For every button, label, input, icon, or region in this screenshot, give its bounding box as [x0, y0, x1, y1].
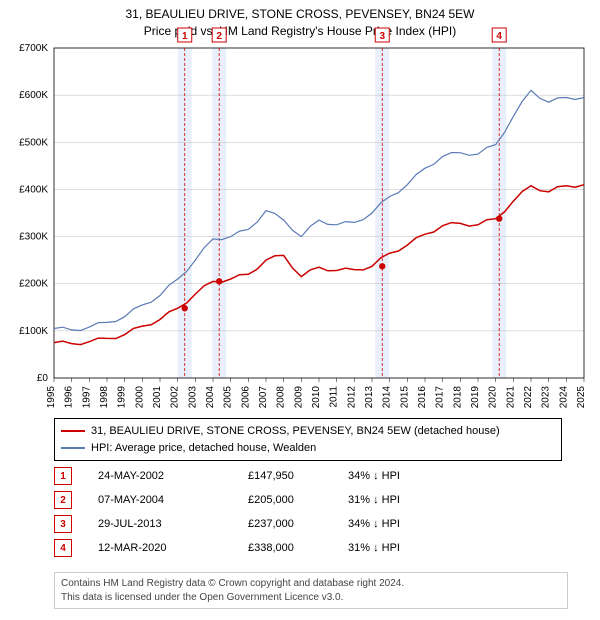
chart-page: 31, BEAULIEU DRIVE, STONE CROSS, PEVENSE…	[0, 0, 600, 620]
svg-text:2010: 2010	[311, 386, 322, 409]
svg-text:4: 4	[496, 31, 502, 42]
svg-text:2012: 2012	[346, 386, 357, 409]
svg-text:2003: 2003	[187, 386, 198, 409]
svg-text:£700K: £700K	[19, 43, 48, 54]
svg-text:2014: 2014	[382, 386, 393, 409]
svg-text:2002: 2002	[170, 386, 181, 409]
sale-marker: 3	[54, 515, 72, 533]
chart-area: £0£100K£200K£300K£400K£500K£600K£700K199…	[54, 48, 584, 378]
svg-text:2004: 2004	[205, 386, 216, 409]
svg-text:2019: 2019	[470, 386, 481, 409]
svg-text:2025: 2025	[576, 386, 587, 409]
sale-delta: 31% ↓ HPI	[348, 542, 468, 554]
svg-text:2015: 2015	[399, 386, 410, 409]
sale-price: £147,950	[248, 470, 348, 482]
svg-text:1997: 1997	[81, 386, 92, 409]
legend-label: HPI: Average price, detached house, Weal…	[91, 440, 316, 457]
sale-price: £205,000	[248, 494, 348, 506]
sale-row: 3 29-JUL-2013£237,00034% ↓ HPI	[54, 512, 554, 536]
svg-text:2017: 2017	[435, 386, 446, 409]
sale-marker: 4	[54, 539, 72, 557]
svg-text:£300K: £300K	[19, 232, 48, 243]
sale-marker: 1	[54, 467, 72, 485]
svg-text:2013: 2013	[364, 386, 375, 409]
attribution-line: Contains HM Land Registry data © Crown c…	[61, 577, 561, 591]
sale-row: 1 24-MAY-2002£147,95034% ↓ HPI	[54, 464, 554, 488]
svg-text:2016: 2016	[417, 386, 428, 409]
title-subtitle: Price paid vs. HM Land Registry's House …	[0, 23, 600, 40]
svg-text:1996: 1996	[64, 386, 75, 409]
sale-marker: 2	[54, 491, 72, 509]
svg-text:1995: 1995	[46, 386, 57, 409]
legend-item: 31, BEAULIEU DRIVE, STONE CROSS, PEVENSE…	[61, 423, 555, 440]
svg-text:2022: 2022	[523, 386, 534, 409]
sale-delta: 34% ↓ HPI	[348, 518, 468, 530]
legend-swatch	[61, 447, 85, 449]
svg-text:£0: £0	[37, 373, 49, 384]
svg-text:2009: 2009	[293, 386, 304, 409]
sale-delta: 34% ↓ HPI	[348, 470, 468, 482]
sale-delta: 31% ↓ HPI	[348, 494, 468, 506]
svg-text:2006: 2006	[240, 386, 251, 409]
title-address: 31, BEAULIEU DRIVE, STONE CROSS, PEVENSE…	[0, 6, 600, 23]
sale-row: 4 12-MAR-2020£338,00031% ↓ HPI	[54, 536, 554, 560]
sale-date: 29-JUL-2013	[98, 518, 248, 530]
legend-label: 31, BEAULIEU DRIVE, STONE CROSS, PEVENSE…	[91, 423, 500, 440]
svg-text:2020: 2020	[488, 386, 499, 409]
sales-table: 124-MAY-2002£147,95034% ↓ HPI207-MAY-200…	[54, 464, 554, 560]
sale-price: £237,000	[248, 518, 348, 530]
svg-text:1: 1	[182, 31, 188, 42]
svg-text:2021: 2021	[505, 386, 516, 409]
svg-text:2008: 2008	[276, 386, 287, 409]
legend-swatch	[61, 430, 85, 432]
svg-text:1998: 1998	[99, 386, 110, 409]
sale-row: 2 07-MAY-2004£205,00031% ↓ HPI	[54, 488, 554, 512]
line-chart: £0£100K£200K£300K£400K£500K£600K£700K199…	[54, 48, 584, 408]
svg-text:2005: 2005	[223, 386, 234, 409]
svg-text:£100K: £100K	[19, 326, 48, 337]
svg-text:£400K: £400K	[19, 184, 48, 195]
svg-text:2: 2	[216, 31, 222, 42]
legend: 31, BEAULIEU DRIVE, STONE CROSS, PEVENSE…	[54, 418, 562, 461]
svg-text:£600K: £600K	[19, 90, 48, 101]
svg-text:2011: 2011	[329, 386, 340, 408]
title-block: 31, BEAULIEU DRIVE, STONE CROSS, PEVENSE…	[0, 0, 600, 40]
svg-text:2024: 2024	[558, 386, 569, 409]
svg-text:£200K: £200K	[19, 279, 48, 290]
attribution: Contains HM Land Registry data © Crown c…	[54, 572, 568, 609]
sale-date: 07-MAY-2004	[98, 494, 248, 506]
svg-text:2000: 2000	[134, 386, 145, 409]
svg-text:1999: 1999	[117, 386, 128, 409]
svg-text:£500K: £500K	[19, 137, 48, 148]
svg-text:3: 3	[379, 31, 385, 42]
svg-text:2001: 2001	[152, 386, 163, 409]
svg-text:2007: 2007	[258, 386, 269, 409]
attribution-line: This data is licensed under the Open Gov…	[61, 591, 561, 605]
legend-item: HPI: Average price, detached house, Weal…	[61, 440, 555, 457]
svg-text:2018: 2018	[452, 386, 463, 409]
sale-date: 12-MAR-2020	[98, 542, 248, 554]
sale-price: £338,000	[248, 542, 348, 554]
svg-text:2023: 2023	[541, 386, 552, 409]
sale-date: 24-MAY-2002	[98, 470, 248, 482]
